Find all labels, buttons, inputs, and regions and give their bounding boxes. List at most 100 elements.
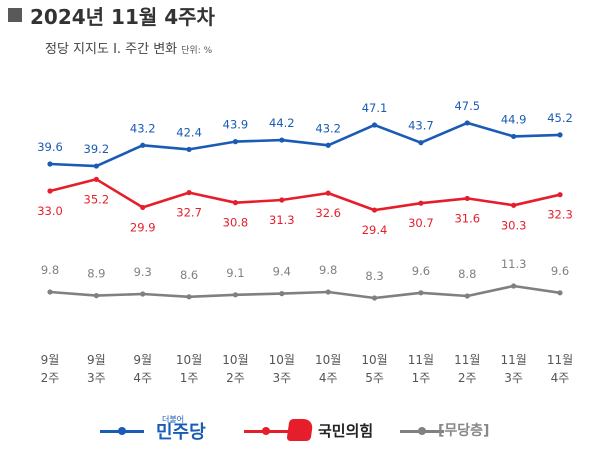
data-label-minjoo: 43.9 [223, 118, 249, 132]
data-label-ppp: 31.3 [269, 213, 295, 227]
data-point-none [140, 291, 146, 297]
data-point-none [279, 291, 285, 297]
x-tick-label-month: 9월 [133, 353, 152, 367]
x-tick-label-month: 9월 [41, 353, 60, 367]
data-point-ppp [557, 192, 563, 198]
data-label-minjoo: 39.2 [84, 142, 110, 156]
legend-label-minjoo: 민주당 [156, 422, 206, 443]
data-point-none [464, 293, 470, 299]
data-point-none [325, 289, 331, 295]
data-label-none: 9.6 [412, 264, 430, 278]
x-tick-label-week: 2주 [41, 371, 60, 385]
data-point-minjoo [47, 161, 53, 167]
data-point-minjoo [371, 122, 378, 128]
data-point-ppp [279, 197, 285, 203]
data-point-minjoo [232, 139, 239, 145]
data-point-none [371, 295, 378, 301]
data-label-ppp: 32.3 [547, 208, 573, 222]
data-label-ppp: 31.6 [454, 211, 480, 225]
data-label-minjoo: 44.2 [269, 116, 295, 130]
x-tick-label-month: 10월 [361, 353, 387, 367]
data-label-none: 9.1 [226, 266, 244, 280]
data-label-none: 8.8 [458, 267, 476, 281]
data-point-none [557, 290, 563, 296]
x-tick-label-week: 4주 [319, 371, 338, 385]
x-tick-label-week: 2주 [226, 371, 245, 385]
data-label-ppp: 30.3 [501, 218, 527, 232]
data-point-ppp [464, 195, 470, 202]
legend-marker-ppp [262, 427, 270, 435]
x-tick-label-week: 5주 [365, 371, 384, 385]
series-minjoo: 39.6 39.2 43.2 42.4 43.9 44.2 43.2 47.1 43.7 47.5… [37, 99, 573, 169]
line-chart: 39.6 39.2 43.2 42.4 43.9 44.2 43.2 47.1 43.7 47.5… [37, 99, 573, 385]
data-label-ppp: 29.9 [130, 220, 156, 234]
legend-item-minjoo: 더불어 민주당 [100, 410, 250, 450]
x-tick-label-month: 10월 [176, 353, 202, 367]
data-point-none [232, 292, 239, 298]
data-label-none: 9.3 [134, 265, 152, 279]
x-tick-label-month: 10월 [269, 353, 295, 367]
data-point-none [93, 293, 99, 299]
data-label-minjoo: 47.5 [454, 99, 480, 113]
x-tick-label-month: 11월 [500, 353, 526, 367]
data-point-none [47, 289, 53, 295]
data-point-none [511, 283, 517, 289]
data-label-ppp: 30.7 [408, 216, 434, 230]
ppp-logo-icon [286, 419, 314, 441]
data-label-none: 9.8 [41, 263, 59, 277]
series-line-ppp [49, 178, 561, 212]
legend-item-ppp: 국민의힘 [244, 410, 394, 450]
data-label-ppp: 29.4 [362, 223, 388, 237]
legend-label-ppp: 국민의힘 [318, 422, 374, 440]
data-point-minjoo [464, 120, 470, 126]
x-tick-label-month: 11월 [454, 353, 480, 367]
page-title: 2024년 11월 4주차 [30, 5, 215, 29]
series-line-none [49, 284, 561, 300]
subtitle-text: 정당 지지도 Ⅰ. 주간 변화 [45, 42, 178, 57]
data-point-minjoo [93, 163, 99, 169]
data-point-none [186, 294, 192, 300]
legend-marker-minjoo [118, 427, 126, 435]
data-label-minjoo: 44.9 [501, 112, 527, 126]
data-point-ppp [232, 200, 239, 206]
data-label-ppp: 35.2 [84, 192, 110, 206]
chart-subtitle: 정당 지지도 Ⅰ. 주간 변화 단위: % [45, 38, 212, 57]
x-tick-label-week: 1주 [412, 371, 431, 385]
data-label-minjoo: 45.2 [547, 111, 573, 125]
data-label-minjoo: 43.2 [315, 121, 341, 135]
data-label-none: 8.3 [365, 269, 383, 283]
x-tick-label-week: 3주 [272, 371, 291, 385]
data-label-none: 8.6 [180, 268, 198, 282]
data-label-ppp: 32.6 [315, 206, 341, 220]
x-tick-label-week: 3주 [87, 371, 106, 385]
data-point-ppp [47, 188, 53, 194]
legend-marker-none [418, 427, 426, 435]
series-none: 9.8 8.9 9.3 8.6 9.1 9.4 9.8 8.3 9.6 8.8 11.3 9.6 [41, 257, 569, 301]
data-label-none: 9.4 [273, 265, 291, 279]
data-label-minjoo: 39.6 [37, 140, 63, 154]
data-label-ppp: 32.7 [176, 206, 202, 220]
data-point-minjoo [557, 132, 563, 138]
data-point-ppp [140, 204, 146, 211]
data-point-minjoo [140, 142, 146, 148]
data-label-none: 11.3 [501, 257, 527, 271]
legend-label-minjoo-small: 더불어 [162, 415, 185, 424]
data-label-minjoo: 43.7 [408, 119, 434, 133]
data-point-minjoo [418, 140, 424, 146]
series-ppp: 33.0 35.2 29.9 32.7 30.8 31.3 32.6 29.4 30.7 31.6… [37, 176, 573, 237]
data-label-ppp: 30.8 [223, 216, 249, 230]
data-point-minjoo [511, 133, 517, 140]
data-point-minjoo [325, 142, 331, 148]
data-point-ppp [418, 200, 424, 206]
data-point-minjoo [279, 137, 285, 143]
data-point-minjoo [186, 146, 192, 153]
unit-label: 단위: % [181, 46, 213, 56]
x-tick-label-month: 10월 [222, 353, 248, 367]
data-label-ppp: 33.0 [37, 204, 63, 218]
legend-label-none: [무당층] [438, 423, 490, 439]
x-tick-label-week: 4주 [551, 371, 570, 385]
chart-legend: 더불어 민주당 국민의힘 [무당층] [0, 410, 600, 450]
data-label-none: 8.9 [87, 267, 105, 281]
data-point-none [418, 290, 424, 296]
x-tick-label-week: 2주 [458, 371, 477, 385]
